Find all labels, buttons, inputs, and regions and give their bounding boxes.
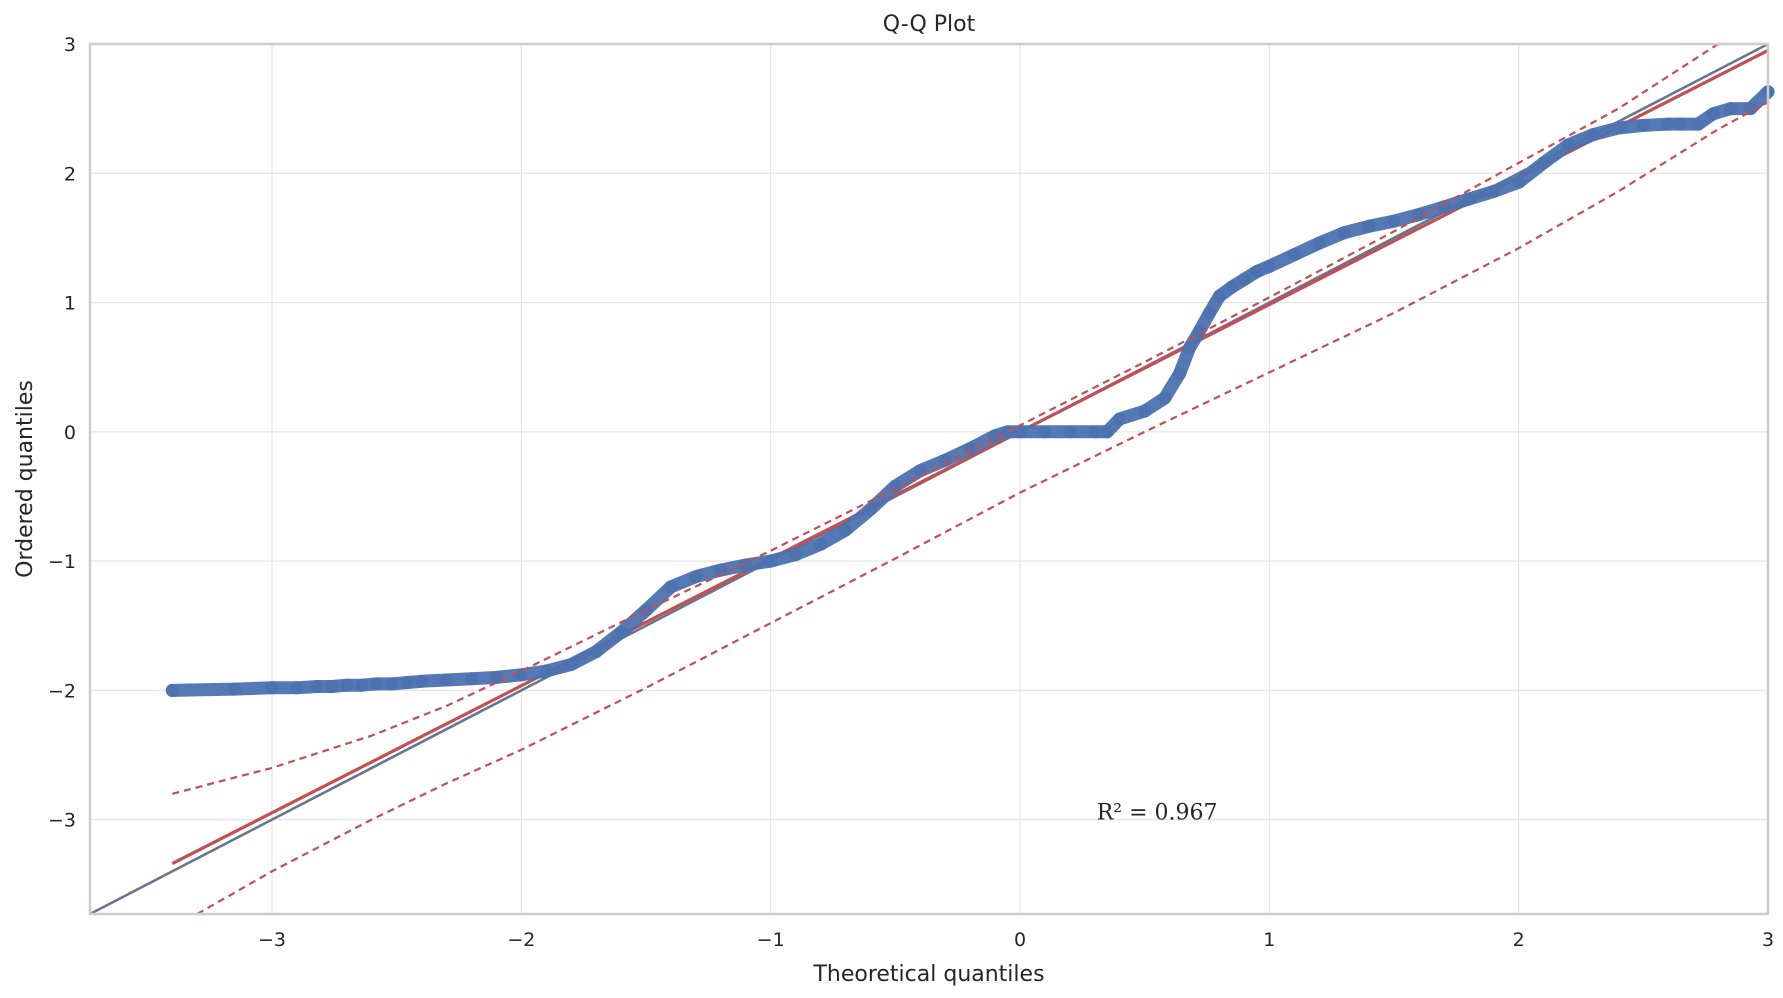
y-tick-label: 0 xyxy=(64,422,76,444)
sample-point xyxy=(1250,265,1264,279)
sample-point xyxy=(539,664,553,678)
x-tick-label: −1 xyxy=(757,929,785,951)
sample-point xyxy=(385,677,399,691)
sample-point xyxy=(265,681,279,695)
axes-frame xyxy=(88,42,1770,916)
plot-frame xyxy=(88,42,1770,916)
sample-point xyxy=(1611,121,1625,135)
sample-point xyxy=(789,548,803,562)
sample-point xyxy=(1562,138,1576,152)
sample-point xyxy=(1724,102,1738,116)
sample-point xyxy=(1744,102,1758,116)
sample-point xyxy=(310,679,324,693)
sample-point xyxy=(863,502,877,516)
sample-point xyxy=(1212,289,1226,303)
sample-points xyxy=(165,85,1775,697)
sample-point xyxy=(1100,425,1114,439)
sample-point xyxy=(988,429,1002,443)
sample-point xyxy=(1262,259,1276,273)
sample-point xyxy=(1437,200,1451,214)
sample-point xyxy=(1661,117,1675,131)
sample-point xyxy=(165,683,179,697)
sample-point xyxy=(714,563,728,577)
sample-point xyxy=(814,537,828,551)
sample-point xyxy=(514,668,528,682)
x-axis-label: Theoretical quantiles xyxy=(812,962,1044,987)
x-tick-label: −3 xyxy=(258,929,286,951)
sample-point xyxy=(400,676,414,690)
sample-point xyxy=(1237,272,1251,286)
y-tick-label: 2 xyxy=(64,163,76,185)
confidence-upper-line xyxy=(172,43,1719,795)
x-tick-label: 0 xyxy=(1014,929,1026,951)
sample-point xyxy=(589,645,603,659)
sample-point xyxy=(1362,219,1376,233)
sample-point xyxy=(1202,306,1216,320)
x-tick-label: 3 xyxy=(1762,929,1774,951)
sample-point xyxy=(1138,404,1152,418)
sample-point xyxy=(1412,208,1426,222)
sample-point xyxy=(290,681,304,695)
sample-point xyxy=(340,678,354,692)
sample-point xyxy=(838,523,852,537)
y-tick-label: 3 xyxy=(64,34,76,56)
sample-point xyxy=(1487,184,1501,198)
confidence-lower-line xyxy=(196,101,1769,915)
y-tick-label: −1 xyxy=(48,551,76,573)
sample-point xyxy=(464,672,478,686)
sample-point xyxy=(370,677,384,691)
sample-point xyxy=(1113,412,1127,426)
x-tick-label: 2 xyxy=(1513,929,1525,951)
sample-point xyxy=(1691,117,1705,131)
sample-point xyxy=(938,453,952,467)
sample-point xyxy=(1462,192,1476,206)
r-squared-annotation: R² = 0.967 xyxy=(1097,801,1218,826)
sample-point xyxy=(415,674,429,688)
sample-point xyxy=(1512,175,1526,189)
y-tick-label: −2 xyxy=(48,680,76,702)
sample-point xyxy=(1193,324,1207,338)
sample-point xyxy=(664,580,678,594)
sample-point xyxy=(1038,425,1052,439)
sample-point xyxy=(1183,341,1197,355)
sample-point xyxy=(1387,214,1401,228)
sample-point xyxy=(1312,236,1326,250)
sample-point xyxy=(689,570,703,584)
sample-point xyxy=(1586,127,1600,141)
sample-point xyxy=(1063,425,1077,439)
sample-point xyxy=(1225,280,1239,294)
sample-point xyxy=(1337,226,1351,240)
sample-point xyxy=(739,558,753,572)
sample-point xyxy=(1537,156,1551,170)
sample-point xyxy=(489,670,503,684)
y-tick-label: −3 xyxy=(48,810,76,832)
sample-point xyxy=(1706,107,1720,121)
sample-point xyxy=(1636,118,1650,132)
sample-point xyxy=(614,625,628,639)
sample-point xyxy=(1013,425,1027,439)
sample-point xyxy=(1088,425,1102,439)
confidence-bands xyxy=(172,43,1769,915)
sample-point xyxy=(325,679,339,693)
sample-point xyxy=(564,658,578,672)
sample-point xyxy=(440,673,454,687)
sample-point xyxy=(1158,391,1172,405)
chart-title: Q-Q Plot xyxy=(883,12,976,37)
sample-point xyxy=(1287,248,1301,262)
sample-point xyxy=(228,682,242,696)
sample-point xyxy=(764,554,778,568)
sample-point xyxy=(1674,117,1688,131)
sample-point xyxy=(1173,367,1187,381)
y-axis-label: Ordered quantiles xyxy=(13,380,38,578)
x-tick-label: 1 xyxy=(1263,929,1275,951)
tick-labels: −3 −2 −1 0 1 2 3 −3 −2 −1 0 1 2 3 xyxy=(48,34,1774,951)
x-tick-label: −2 xyxy=(507,929,535,951)
sample-point xyxy=(913,464,927,478)
y-tick-label: 1 xyxy=(64,293,76,315)
sample-point xyxy=(355,678,369,692)
